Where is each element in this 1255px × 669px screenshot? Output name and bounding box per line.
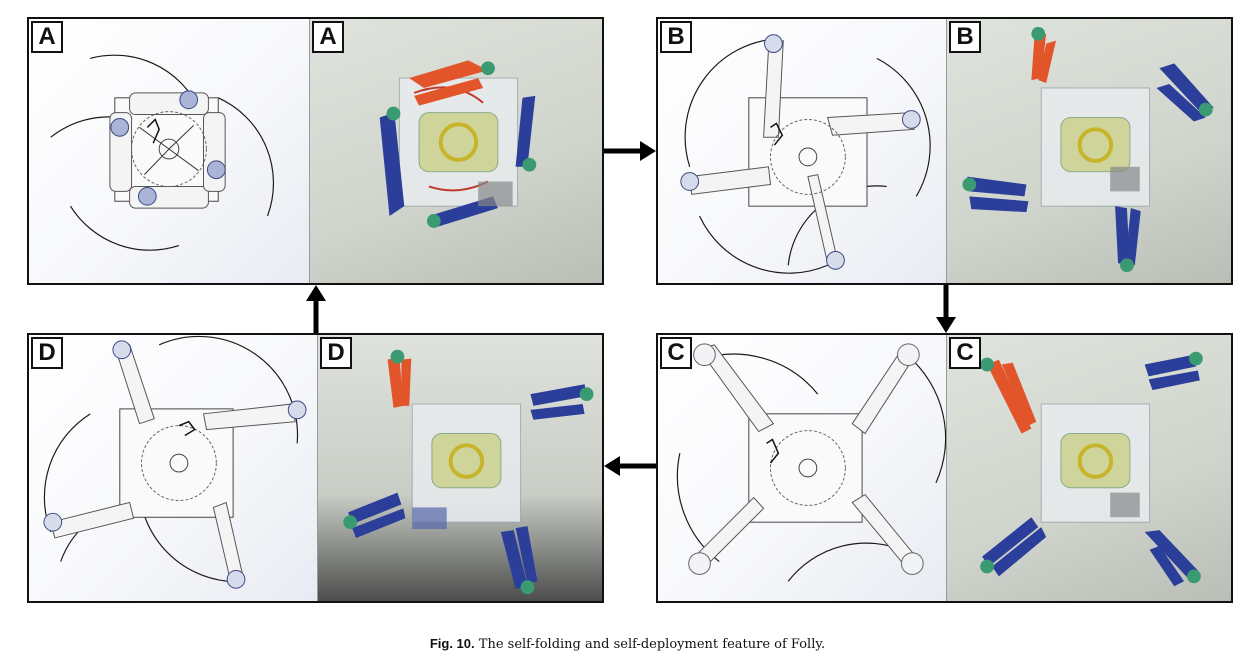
panel-d: D D <box>27 333 604 603</box>
photo-drone-b <box>962 26 1214 273</box>
panel-d-photo-label: D <box>320 337 352 369</box>
cad-diagram-c <box>676 343 946 582</box>
panel-c-photo-label: C <box>949 337 981 369</box>
panel-a-cad-label: A <box>31 21 63 53</box>
photo-drone-d <box>343 349 594 595</box>
figure-caption: Fig. 10. The self-folding and self-deplo… <box>0 636 1255 652</box>
panel-d-cad-label: D <box>31 337 63 369</box>
panel-b-cad-label: B <box>660 21 692 53</box>
arrow-up-icon <box>306 285 326 333</box>
panel-c: C C <box>656 333 1233 603</box>
panel-a-photo: A <box>309 19 602 283</box>
panel-c-photo: C <box>946 335 1231 601</box>
cad-diagram-d <box>43 335 307 589</box>
panel-a-photo-label: A <box>312 21 344 53</box>
panel-b: B B <box>656 17 1233 285</box>
panel-b-photo: B <box>946 19 1231 283</box>
panel-d-photo: D <box>317 335 602 601</box>
photo-drone-a <box>379 60 537 228</box>
cad-diagram-a <box>50 54 275 251</box>
panel-b-photo-label: B <box>949 21 981 53</box>
arrow-right-icon <box>604 141 656 161</box>
panel-c-cad-label: C <box>660 337 692 369</box>
caption-text: The self-folding and self-deployment fea… <box>474 637 826 652</box>
cad-diagram-b <box>680 34 931 274</box>
figure-label: Fig. 10. <box>429 636 475 651</box>
panel-a-cad-drawing: A <box>29 19 309 283</box>
panel-a: A A <box>27 17 604 285</box>
panel-b-cad-drawing: B <box>658 19 946 283</box>
photo-drone-c <box>980 351 1203 587</box>
arrow-left-icon <box>604 456 656 476</box>
panel-c-cad-drawing: C <box>658 335 946 601</box>
arrow-down-icon <box>936 285 956 333</box>
panel-d-cad-drawing: D <box>29 335 317 601</box>
